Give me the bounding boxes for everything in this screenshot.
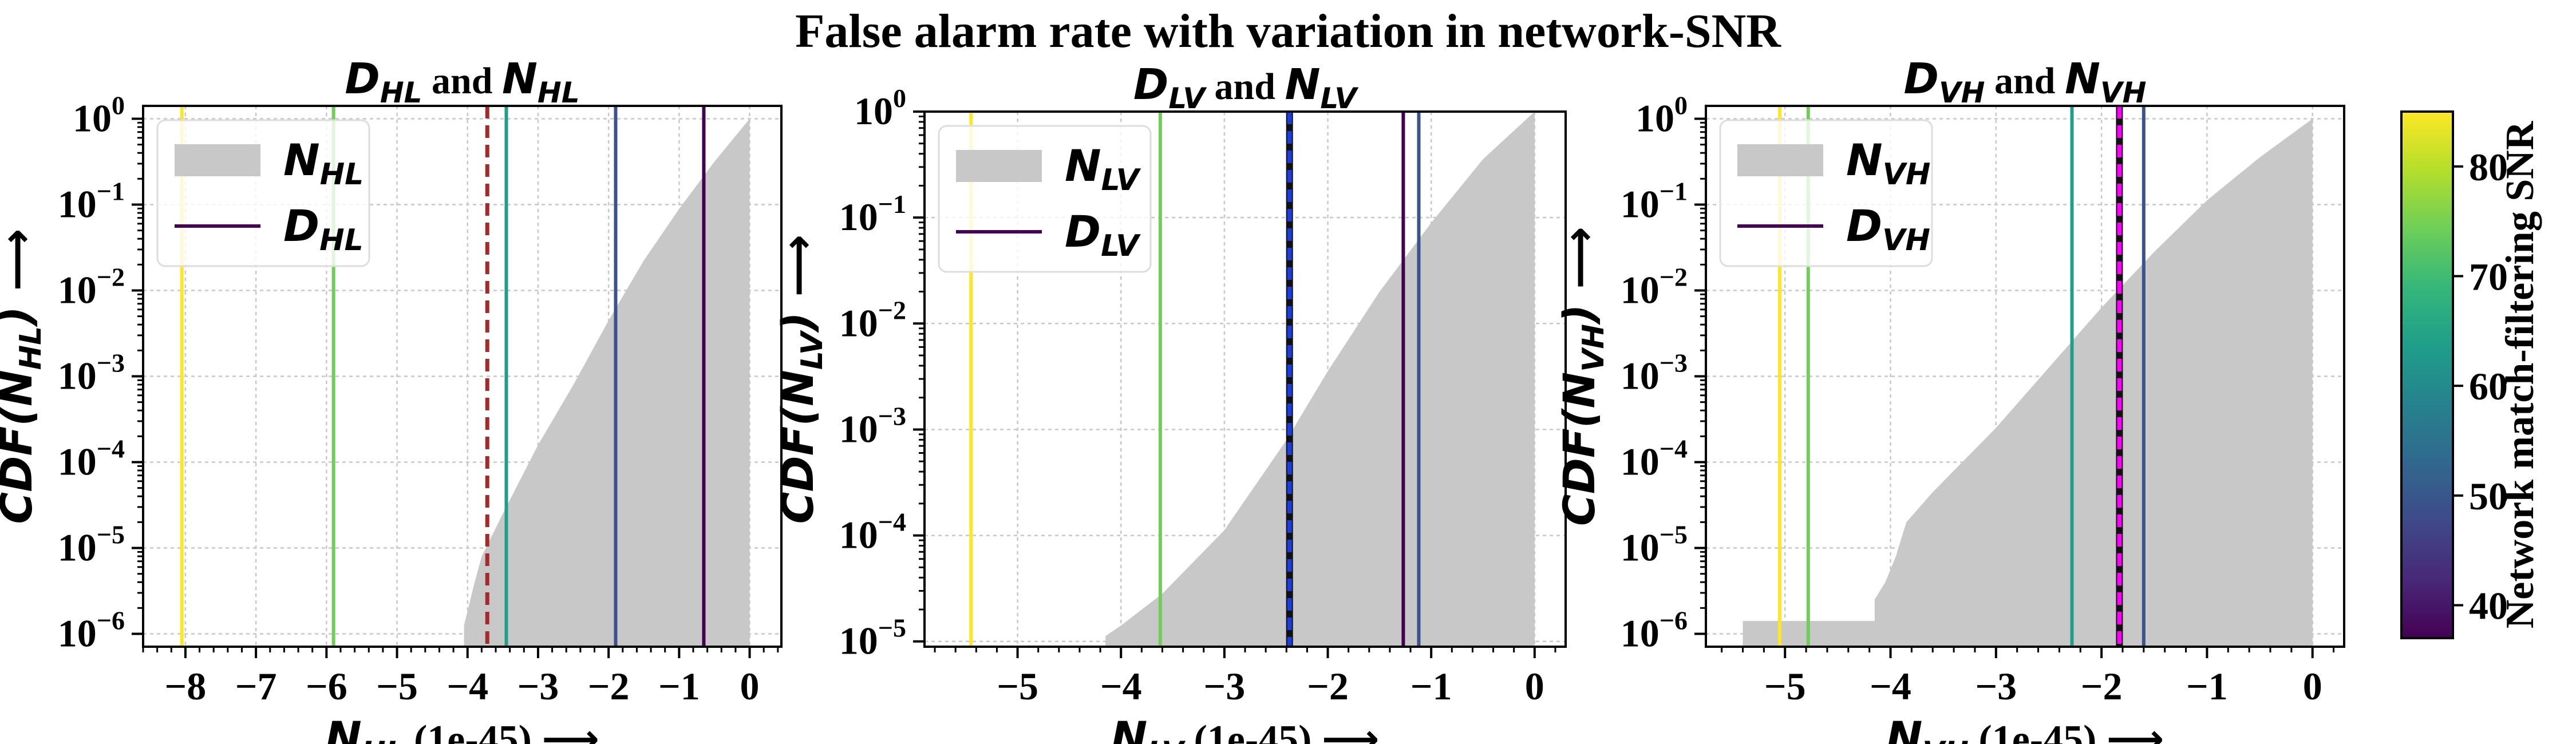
y-tick-label: 10−4 [839, 508, 906, 557]
panel-hl: −8 −7 −6 −5 −4 −3 −2 −1 0 100 10−1 10−2 10−3 10−4 10−5… [0, 54, 783, 744]
cdf-area [1743, 118, 2313, 647]
y-tick-label: 10−1 [839, 189, 906, 239]
y-tick-label: 100 [1635, 91, 1688, 140]
cdf-area [1105, 112, 1535, 647]
colorbar-bar [2400, 110, 2454, 639]
x-tick-label: −3 [1975, 664, 2017, 708]
colorbar-label: Network match-filtering SNR [2498, 120, 2542, 628]
x-tick-label: −8 [165, 664, 207, 708]
colorbar-tick-label: 40 [2469, 584, 2508, 628]
cdf-area [464, 118, 750, 647]
x-tick-label: −4 [1100, 664, 1142, 708]
y-tick-label: 10−3 [1621, 349, 1688, 398]
y-tick-label: 100 [854, 84, 906, 133]
x-tick-label: −7 [235, 664, 277, 708]
legend-label: NHL [283, 134, 364, 192]
colorbar-tick-label: 70 [2469, 255, 2508, 299]
x-tick-label: −1 [2186, 664, 2228, 708]
colorbar-tick-label: 60 [2469, 365, 2508, 408]
y-axis-label: CDF(NHL) ⟶ [0, 229, 48, 524]
x-tick-label: −2 [588, 664, 630, 708]
figure-title: False alarm rate with variation in netwo… [795, 5, 1781, 58]
y-tick-label: 10−2 [1621, 263, 1688, 312]
y-tick-label: 10−3 [58, 349, 125, 398]
y-axis-label: CDF(NLV) ⟶ [772, 235, 829, 524]
y-axis-label: CDF(NVH) ⟶ [1554, 227, 1611, 526]
panel-title: DLV and NLV [1133, 60, 1358, 115]
legend-label: DHL [283, 200, 364, 258]
x-tick-label: −5 [1764, 664, 1806, 708]
legend-label: NVH [1846, 134, 1930, 192]
x-tick-label: −6 [306, 664, 347, 708]
y-tick-label: 10−6 [1621, 606, 1688, 655]
x-tick-label: −4 [1870, 664, 1911, 708]
x-tick-label: 0 [1525, 664, 1544, 708]
x-axis-label: NVH (1e-45) ⟶ [1886, 712, 2164, 744]
legend-patch [1737, 144, 1823, 176]
legend-label: DLV [1065, 206, 1141, 263]
y-tick-label: 10−4 [58, 434, 125, 484]
x-axis-label: NHL (1e-45) ⟶ [325, 712, 599, 744]
x-axis-label: NLV (1e-45) ⟶ [1111, 712, 1380, 744]
x-tick-label: −2 [1307, 664, 1349, 708]
x-tick-label: −1 [1411, 664, 1452, 708]
panel-title: DVH and NVH [1904, 54, 2147, 109]
panel-title: DHL and NHL [345, 54, 579, 109]
y-tick-label: 10−1 [58, 177, 125, 226]
x-tick-label: −3 [517, 664, 559, 708]
x-tick-label: 0 [740, 664, 760, 708]
x-tick-label: −5 [997, 664, 1038, 708]
y-tick-label: 10−3 [839, 401, 906, 450]
panel-lv: −5 −4 −3 −2 −1 0 100 10−1 10−2 10−3 10−4 10−5 DLV an… [772, 60, 1567, 744]
panel-vh: −5 −4 −3 −2 −1 0 100 10−1 10−2 10−3 10−4 10−5 10−6 DV… [1554, 54, 2345, 744]
y-tick-label: 10−6 [58, 606, 125, 655]
x-tick-label: −5 [376, 664, 418, 708]
x-tick-label: −3 [1203, 664, 1245, 708]
colorbar-tick-label: 50 [2469, 474, 2508, 518]
y-tick-label: 10−5 [839, 614, 906, 663]
y-tick-label: 10−1 [1621, 177, 1688, 226]
y-tick-label: 10−4 [1621, 434, 1688, 484]
x-tick-label: 0 [2303, 664, 2322, 708]
y-tick-label: 10−2 [839, 295, 906, 345]
y-tick-label: 10−5 [58, 520, 125, 569]
legend-patch [175, 144, 260, 176]
x-tick-label: −1 [658, 664, 700, 708]
legend-label: DVH [1846, 200, 1930, 258]
legend-label: NLV [1065, 140, 1141, 197]
x-tick-label: −4 [447, 664, 488, 708]
legend-patch [956, 150, 1042, 182]
y-tick-label: 10−5 [1621, 520, 1688, 569]
colorbar-tick-label: 80 [2469, 145, 2508, 189]
y-tick-label: 100 [73, 91, 125, 140]
y-tick-label: 10−2 [58, 263, 125, 312]
x-tick-label: −2 [2081, 664, 2123, 708]
